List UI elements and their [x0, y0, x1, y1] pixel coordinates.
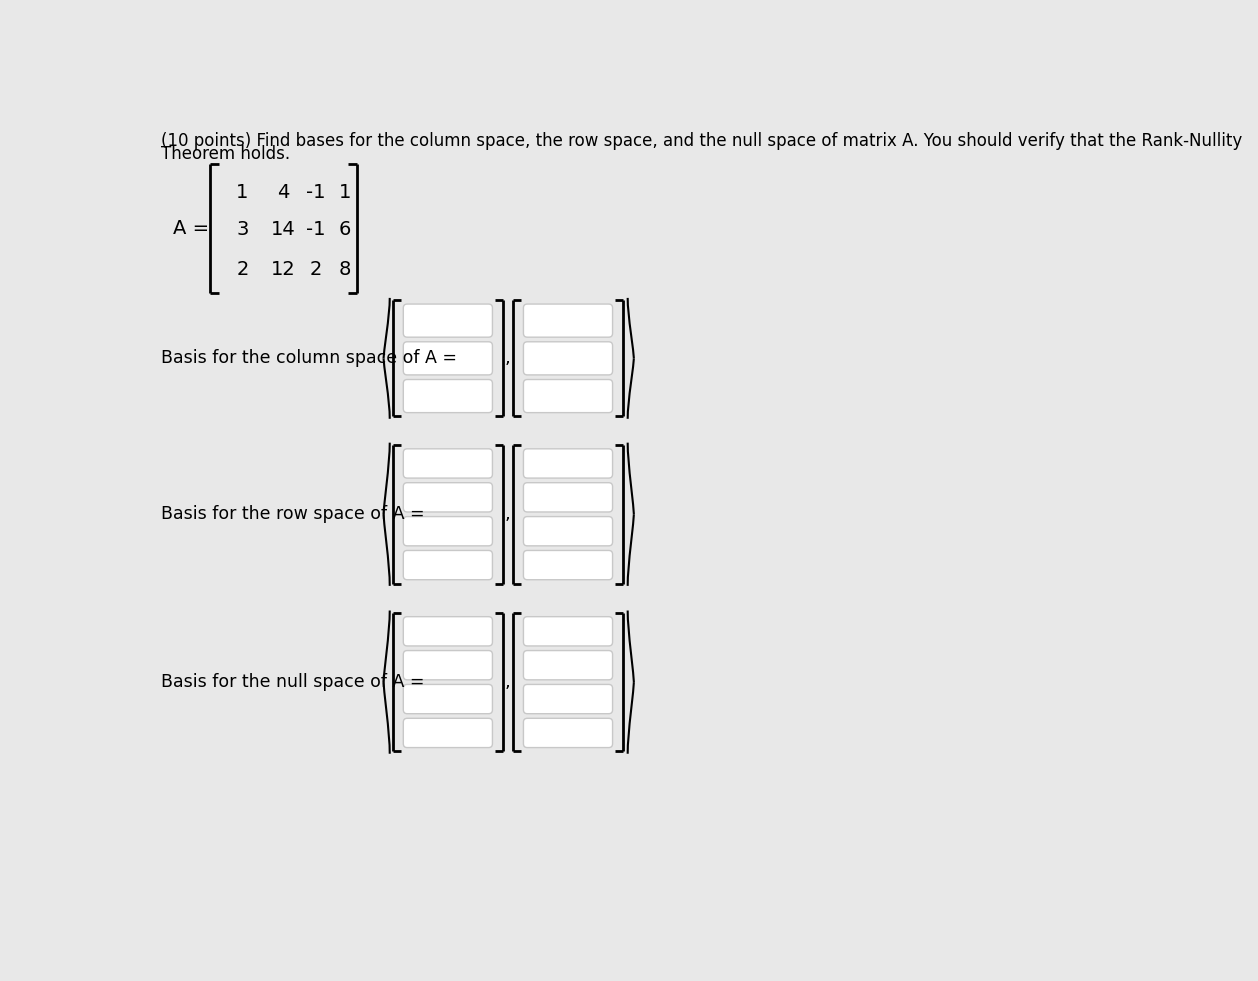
Text: ,: , — [504, 505, 511, 523]
FancyBboxPatch shape — [404, 380, 492, 413]
Text: ,: , — [504, 673, 511, 692]
FancyBboxPatch shape — [523, 685, 613, 714]
Text: 12: 12 — [270, 260, 296, 279]
Text: Theorem holds.: Theorem holds. — [161, 145, 291, 164]
Text: 3: 3 — [237, 220, 249, 238]
FancyBboxPatch shape — [523, 650, 613, 680]
Text: 6: 6 — [338, 220, 351, 238]
FancyBboxPatch shape — [404, 550, 492, 580]
FancyBboxPatch shape — [523, 517, 613, 545]
Text: 14: 14 — [270, 220, 296, 238]
FancyBboxPatch shape — [404, 517, 492, 545]
Text: 8: 8 — [338, 260, 351, 279]
Text: 4: 4 — [277, 182, 289, 202]
FancyBboxPatch shape — [523, 483, 613, 512]
Text: 1: 1 — [237, 182, 249, 202]
FancyBboxPatch shape — [404, 341, 492, 375]
Text: ,: , — [504, 349, 511, 367]
FancyBboxPatch shape — [404, 718, 492, 748]
Text: Basis for the row space of A =: Basis for the row space of A = — [161, 505, 425, 523]
Text: 1: 1 — [338, 182, 351, 202]
FancyBboxPatch shape — [523, 341, 613, 375]
FancyBboxPatch shape — [523, 617, 613, 645]
Text: Basis for the null space of A =: Basis for the null space of A = — [161, 673, 425, 692]
Text: -1: -1 — [307, 182, 326, 202]
FancyBboxPatch shape — [523, 449, 613, 478]
FancyBboxPatch shape — [523, 380, 613, 413]
Text: Basis for the column space of A =: Basis for the column space of A = — [161, 349, 457, 367]
FancyBboxPatch shape — [523, 304, 613, 337]
FancyBboxPatch shape — [404, 483, 492, 512]
Text: 2: 2 — [237, 260, 249, 279]
Text: A =: A = — [172, 219, 209, 238]
FancyBboxPatch shape — [404, 617, 492, 645]
FancyBboxPatch shape — [404, 304, 492, 337]
Text: -1: -1 — [307, 220, 326, 238]
Text: (10 points) Find bases for the column space, the row space, and the null space o: (10 points) Find bases for the column sp… — [161, 131, 1243, 149]
FancyBboxPatch shape — [404, 650, 492, 680]
Text: 2: 2 — [309, 260, 322, 279]
FancyBboxPatch shape — [523, 550, 613, 580]
FancyBboxPatch shape — [404, 685, 492, 714]
FancyBboxPatch shape — [523, 718, 613, 748]
FancyBboxPatch shape — [404, 449, 492, 478]
